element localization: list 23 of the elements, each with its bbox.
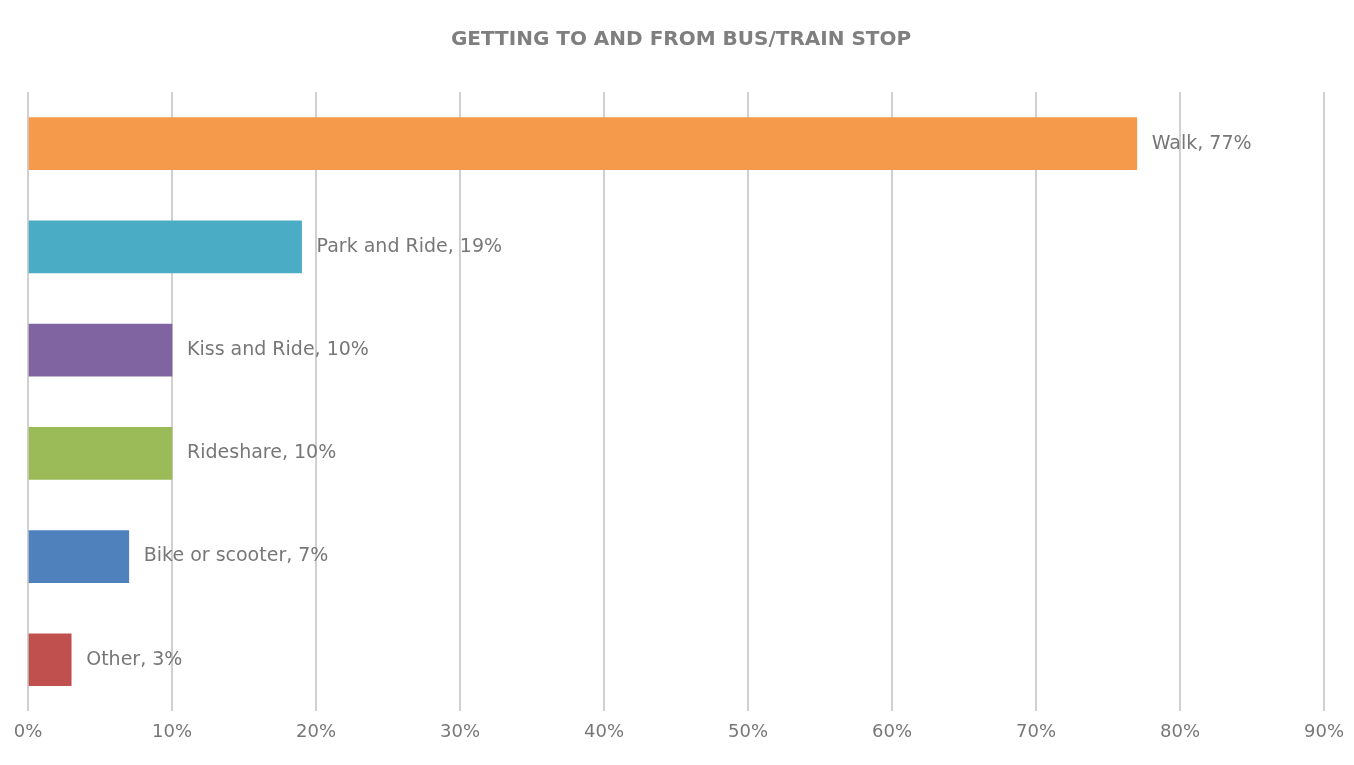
x-tick-label: 60% <box>871 719 913 741</box>
x-tick-label: 80% <box>1159 719 1200 741</box>
x-tick-label: 70% <box>1015 719 1056 741</box>
x-tick-label: 20% <box>295 719 337 741</box>
x-tick-label: 30% <box>439 719 481 741</box>
bar <box>28 633 72 687</box>
bar <box>28 426 173 480</box>
x-tick-label: 0% <box>13 719 43 741</box>
data-label: Kiss and Ride, 10% <box>187 337 369 360</box>
x-tick-label: 10% <box>151 719 193 741</box>
chart-title: GETTING TO AND FROM BUS/TRAIN STOP <box>450 26 912 51</box>
data-label: Bike or scooter, 7% <box>143 543 329 566</box>
data-label: Other, 3% <box>86 646 183 669</box>
x-tick-label: 50% <box>727 719 769 741</box>
x-tick-label: 40% <box>583 719 625 741</box>
x-tick-label: 90% <box>1303 719 1344 741</box>
bar <box>28 323 173 377</box>
data-label: Walk, 77% <box>1151 130 1252 153</box>
data-label: Park and Ride, 19% <box>316 233 503 256</box>
bar <box>28 530 130 583</box>
bar <box>28 117 1138 170</box>
data-label: Rideshare, 10% <box>187 440 337 463</box>
bar <box>28 220 302 274</box>
